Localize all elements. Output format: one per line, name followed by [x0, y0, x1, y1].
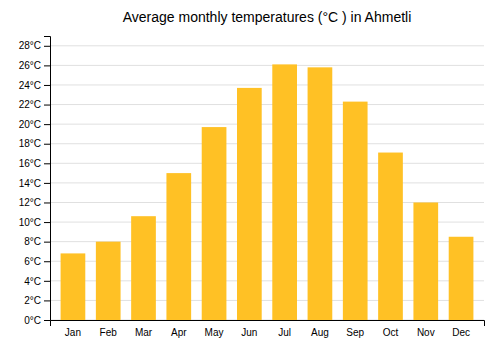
- bar: [272, 64, 297, 320]
- x-tick-label: May: [205, 327, 224, 338]
- bar: [449, 237, 474, 320]
- bar: [237, 88, 262, 320]
- title: Average monthly temperatures (°C ) in Ah…: [123, 9, 412, 25]
- y-tick-label: 22°C: [19, 99, 41, 110]
- y-tick-mark: [44, 105, 50, 106]
- y-tick-label: 28°C: [19, 40, 41, 51]
- x-tick: Nov: [417, 327, 435, 338]
- y-tick-label: 2°C: [24, 295, 41, 306]
- y-tick: 14°C: [19, 178, 50, 189]
- y-tick-mark: [44, 85, 50, 86]
- y-tick-mark: [44, 202, 50, 203]
- y-tick-label: 14°C: [19, 178, 41, 189]
- grid-line: [50, 45, 484, 46]
- x-tick: Oct: [383, 327, 399, 338]
- y-tick-mark: [44, 222, 50, 223]
- bar: [378, 153, 403, 320]
- x-tick: Aug: [311, 327, 329, 338]
- y-tick-mark: [44, 46, 50, 47]
- y-tick-label: 8°C: [24, 236, 41, 247]
- y-tick-label: 24°C: [19, 80, 41, 91]
- x-tick-label: Jan: [65, 327, 81, 338]
- x-tick: Dec: [452, 327, 470, 338]
- y-tick-label: 16°C: [19, 158, 41, 169]
- y-tick: 28°C: [19, 40, 50, 51]
- x-axis-line: [51, 321, 485, 327]
- y-tick-mark: [44, 163, 50, 164]
- y-tick-label: 20°C: [19, 119, 41, 130]
- grid-line: [50, 124, 484, 125]
- bar: [343, 102, 368, 320]
- x-tick: Feb: [100, 327, 118, 338]
- bars: [61, 64, 474, 320]
- x-tick-label: Feb: [100, 327, 118, 338]
- bar: [131, 216, 156, 320]
- y-tick: 26°C: [19, 60, 50, 71]
- y-tick: 22°C: [19, 99, 50, 110]
- grid-line: [50, 104, 484, 105]
- y-tick-mark: [44, 300, 50, 301]
- y-tick-label: 18°C: [19, 138, 41, 149]
- y-tick-mark: [44, 144, 50, 145]
- grid-line: [50, 182, 484, 183]
- grid-line: [50, 84, 484, 85]
- y-tick-mark: [44, 65, 50, 66]
- x-tick: Jul: [278, 327, 291, 338]
- y-tick-label: 0°C: [24, 315, 41, 326]
- y-axis: 0°C 2°C 4°C 6°C 8°C 10°C 12°C 14°C 16°C 18°C 20°C 2…: [19, 37, 51, 326]
- y-tick-label: 10°C: [19, 217, 41, 228]
- y-tick-label: 6°C: [24, 256, 41, 267]
- y-tick-mark: [44, 242, 50, 243]
- y-tick: 2°C: [24, 295, 50, 306]
- y-tick: 8°C: [24, 236, 50, 247]
- x-tick-label: Aug: [311, 327, 329, 338]
- chart: Jan Feb Mar Apr May Jun Jul Aug Sep Oct Nov Dec 0°C 2…: [0, 0, 500, 350]
- plot: Jan Feb Mar Apr May Jun Jul Aug Sep Oct Nov Dec 0°C 2…: [19, 37, 485, 339]
- bar: [308, 67, 333, 320]
- x-tick-label: Oct: [383, 327, 399, 338]
- y-tick: 4°C: [24, 276, 50, 287]
- x-tick: Mar: [135, 327, 153, 338]
- x-tick: Jan: [65, 327, 81, 338]
- y-tick: 20°C: [19, 119, 50, 130]
- y-tick-mark: [44, 261, 50, 262]
- x-tick-label: Dec: [452, 327, 470, 338]
- y-tick-mark: [44, 320, 50, 321]
- x-tick-label: Jun: [241, 327, 257, 338]
- bar: [202, 127, 227, 320]
- y-tick-label: 12°C: [19, 197, 41, 208]
- x-tick: Sep: [346, 327, 364, 338]
- bar: [166, 173, 191, 320]
- x-axis: Jan Feb Mar Apr May Jun Jul Aug Sep Oct Nov Dec: [51, 321, 485, 339]
- y-tick-mark: [44, 124, 50, 125]
- bar: [413, 202, 438, 320]
- x-tick: May: [205, 327, 224, 338]
- y-tick-label: 26°C: [19, 60, 41, 71]
- y-tick: 0°C: [24, 315, 50, 326]
- y-tick-mark: [44, 183, 50, 184]
- y-axis-line: [44, 37, 51, 321]
- bar: [96, 242, 121, 320]
- grid-line: [50, 143, 484, 144]
- y-tick: 24°C: [19, 80, 50, 91]
- y-tick: 16°C: [19, 158, 50, 169]
- x-tick-label: Mar: [135, 327, 153, 338]
- y-tick: 6°C: [24, 256, 50, 267]
- x-tick-label: Sep: [346, 327, 364, 338]
- x-tick-label: Nov: [417, 327, 435, 338]
- x-tick-label: Apr: [171, 327, 187, 338]
- bar: [61, 253, 86, 320]
- y-tick: 18°C: [19, 138, 50, 149]
- y-tick: 10°C: [19, 217, 50, 228]
- grid-line: [50, 163, 484, 164]
- x-tick: Jun: [241, 327, 257, 338]
- x-tick: Apr: [171, 327, 187, 338]
- y-tick-mark: [44, 281, 50, 282]
- x-tick-label: Jul: [278, 327, 291, 338]
- grid-line: [50, 65, 484, 66]
- y-tick-label: 4°C: [24, 276, 41, 287]
- y-tick: 12°C: [19, 197, 50, 208]
- grid: [50, 46, 484, 320]
